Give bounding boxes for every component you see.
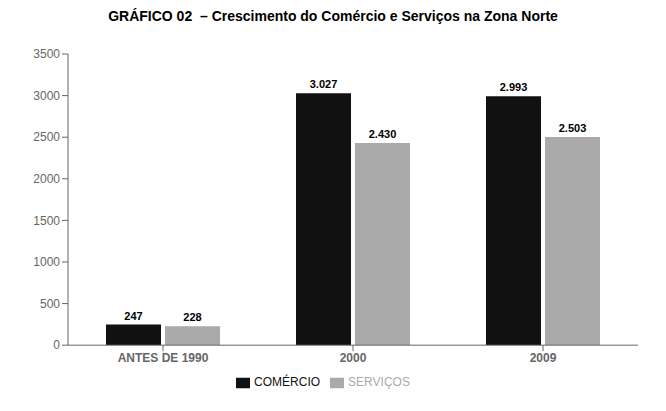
svg-text:ANTES DE 1990: ANTES DE 1990 (118, 351, 209, 365)
svg-text:2.503: 2.503 (559, 122, 587, 134)
svg-text:500: 500 (40, 297, 60, 311)
svg-text:3000: 3000 (33, 89, 60, 103)
svg-text:2.430: 2.430 (369, 128, 397, 140)
svg-text:1500: 1500 (33, 214, 60, 228)
svg-text:3500: 3500 (33, 47, 60, 61)
svg-text:3.027: 3.027 (310, 78, 338, 90)
svg-text:1000: 1000 (33, 255, 60, 269)
svg-text:2000: 2000 (33, 172, 60, 186)
svg-text:228: 228 (183, 311, 201, 323)
svg-text:2500: 2500 (33, 130, 60, 144)
svg-text:247: 247 (124, 310, 142, 322)
svg-text:0: 0 (53, 338, 60, 352)
html-text:GRÁFICO 02 – Crescimento do Co: GRÁFICO 02 – Crescimento do Comércio e S… (108, 8, 558, 24)
html-text:SERVIÇOS: SERVIÇOS (348, 375, 410, 390)
svg-text:2009: 2009 (530, 351, 557, 365)
svg-text:2.993: 2.993 (500, 81, 528, 93)
svg-text:2000: 2000 (340, 351, 367, 365)
html-text:COMÉRCIO: COMÉRCIO (254, 375, 321, 390)
